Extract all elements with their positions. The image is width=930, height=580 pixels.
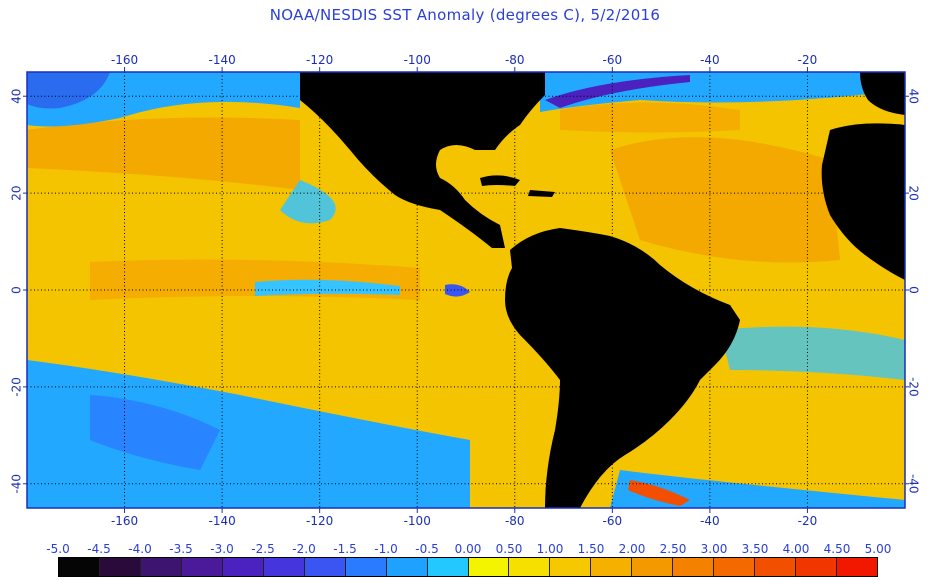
- lon-label-top: -100: [404, 53, 431, 67]
- north-america: [300, 72, 545, 248]
- lon-label-bottom: -40: [700, 514, 720, 528]
- cool-south-atlantic: [720, 326, 905, 380]
- lat-label-left: -20: [10, 377, 24, 397]
- greenland-europe: [860, 72, 905, 115]
- colorbar-label: 1.50: [577, 542, 605, 556]
- colorbar-swatch: [714, 558, 756, 576]
- colorbar-swatch: [304, 558, 346, 576]
- colorbar-swatch: [591, 558, 633, 576]
- colorbar-swatch: [140, 558, 182, 576]
- lon-label-bottom: -160: [111, 514, 138, 528]
- colorbar-label: 0.00: [454, 542, 482, 556]
- colorbar-label: 0.50: [495, 542, 523, 556]
- colorbar-label: 3.00: [700, 542, 728, 556]
- colorbar-label: 3.50: [741, 542, 769, 556]
- lon-label-bottom: -100: [404, 514, 431, 528]
- colorbar-label: 4.50: [823, 542, 851, 556]
- colorbar-label: 2.50: [659, 542, 687, 556]
- lat-label-left: 20: [10, 185, 24, 200]
- colorbar-swatch: [632, 558, 674, 576]
- colorbar-label: 2.00: [618, 542, 646, 556]
- lat-label-left: 40: [10, 89, 24, 104]
- cool-gulfstream: [545, 75, 690, 108]
- colorbar-swatch: [427, 558, 469, 576]
- lat-label-left: 0: [10, 286, 24, 294]
- colorbar-label: -2.5: [251, 542, 275, 556]
- warm-falklands: [628, 480, 690, 506]
- africa: [821, 123, 905, 280]
- colorbar-label: -2.0: [292, 542, 316, 556]
- lat-label-right: 0: [907, 286, 921, 294]
- cool-east-pacific: [280, 180, 336, 224]
- lon-label-bottom: -140: [208, 514, 235, 528]
- colorbar-labels: -5.0 -4.5 -4.0 -3.5 -3.0 -2.5 -2.0 -1.5 -1.0 -0.5…: [0, 542, 930, 558]
- lon-label-bottom: -120: [306, 514, 333, 528]
- colorbar-swatch: [386, 558, 428, 576]
- warm-band-north-atlantic: [560, 102, 740, 133]
- colorbar-swatch: [345, 558, 387, 576]
- colorbar-swatch: [181, 558, 223, 576]
- lat-label-left: -40: [10, 474, 24, 494]
- lon-label-top: -160: [111, 53, 138, 67]
- lon-label-top: -40: [700, 53, 720, 67]
- colorbar-label: -3.5: [169, 542, 193, 556]
- warm-band-atlantic: [610, 137, 840, 263]
- colorbar-label: -5.0: [46, 542, 70, 556]
- lon-label-top: -60: [603, 53, 623, 67]
- colorbar-swatch: [509, 558, 551, 576]
- colorbar-label: -1.5: [333, 542, 357, 556]
- colorbar-swatch: [263, 558, 305, 576]
- lon-label-bottom: -20: [798, 514, 818, 528]
- colorbar-swatch: [796, 558, 838, 576]
- south-america: [505, 228, 740, 508]
- colorbar-label: -4.0: [128, 542, 152, 556]
- lon-label-bottom: -80: [505, 514, 525, 528]
- tick-marks: [23, 67, 909, 513]
- map-title: NOAA/NESDIS SST Anomaly (degrees C), 5/2…: [269, 6, 661, 24]
- lon-label-top: -20: [798, 53, 818, 67]
- lon-label-top: -120: [306, 53, 333, 67]
- colorbar-label: 1.00: [536, 542, 564, 556]
- lon-label-top: -80: [505, 53, 525, 67]
- lat-label-right: -20: [907, 377, 921, 397]
- lon-label-bottom: -60: [603, 514, 623, 528]
- colorbar-label: -4.5: [87, 542, 111, 556]
- colorbar-swatch: [468, 558, 510, 576]
- colorbar-label: -3.0: [210, 542, 234, 556]
- colorbar-swatch: [673, 558, 715, 576]
- lat-label-right: 20: [907, 185, 921, 200]
- warm-band-north-pacific: [27, 117, 300, 190]
- colorbar-swatch: [755, 558, 797, 576]
- land-masses: [300, 72, 905, 508]
- caribbean-islands: [480, 175, 555, 197]
- cool-north-pacific-deep: [27, 72, 110, 109]
- colorbar: [58, 557, 878, 577]
- colorbar-label: -1.0: [374, 542, 398, 556]
- colorbar-label: 5.00: [864, 542, 892, 556]
- cool-south-pacific: [27, 360, 470, 508]
- cool-south-pacific-deep: [90, 395, 220, 470]
- anomaly-patterns: [27, 72, 905, 508]
- lat-label-right: 40: [907, 89, 921, 104]
- colorbar-swatch: [59, 558, 100, 576]
- colorbar-swatch: [99, 558, 141, 576]
- colorbar-label: 4.00: [782, 542, 810, 556]
- colorbar-swatch: [550, 558, 592, 576]
- colorbar-swatch: [837, 558, 878, 576]
- map-grid: [27, 72, 905, 508]
- cool-east-pacific-equator: [255, 279, 400, 296]
- colorbar-swatch: [222, 558, 264, 576]
- lat-label-right: -40: [907, 474, 921, 494]
- colorbar-label: -0.5: [415, 542, 439, 556]
- lon-label-top: -140: [208, 53, 235, 67]
